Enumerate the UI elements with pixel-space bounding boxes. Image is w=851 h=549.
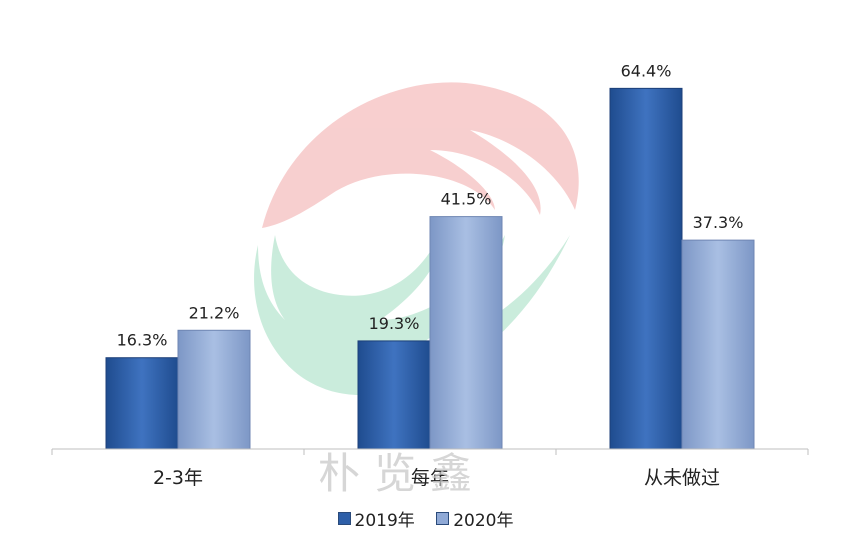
data-label: 41.5%: [441, 190, 492, 209]
bars-layer: [105, 87, 755, 450]
data-label: 19.3%: [369, 314, 420, 333]
bar-2019-0: [105, 357, 179, 450]
data-label: 21.2%: [189, 303, 240, 322]
legend-swatch-2020: [436, 512, 450, 525]
data-label: 16.3%: [117, 331, 168, 350]
x-axis-ticks: [51, 449, 809, 455]
bar-2020-1: [429, 216, 503, 450]
x-tick-label: 每年: [411, 467, 449, 489]
legend-label-2020: 2020年: [453, 511, 514, 531]
data-label: 37.3%: [693, 213, 744, 232]
x-tick-label: 2-3年: [153, 467, 203, 489]
data-label: 64.4%: [621, 61, 672, 80]
x-tick-label: 从未做过: [644, 467, 720, 489]
bar-2020-0: [177, 329, 251, 450]
bar-2019-1: [357, 340, 431, 450]
legend-swatch-2019: [337, 512, 351, 525]
legend-item-2019: 2019年: [337, 506, 415, 531]
watermark-text: 朴览鑫: [318, 449, 487, 498]
bar-2019-2: [609, 87, 683, 450]
data-labels-layer: 16.3% 21.2% 19.3% 41.5% 64.4% 37.3%: [117, 61, 744, 349]
x-axis-labels: 2-3年 每年 从未做过: [153, 467, 720, 489]
legend: 2019年 2020年: [0, 506, 851, 531]
legend-label-2019: 2019年: [354, 511, 415, 531]
bar-2020-2: [681, 239, 755, 450]
legend-item-2020: 2020年: [436, 506, 513, 531]
